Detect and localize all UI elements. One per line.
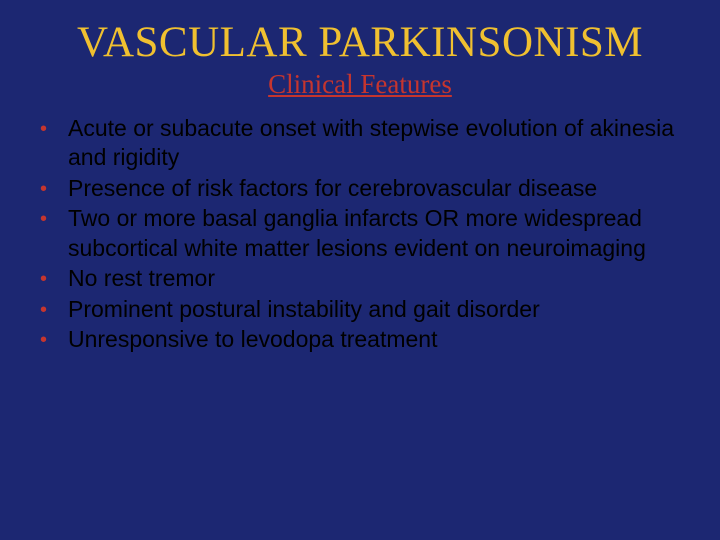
list-item: • Acute or subacute onset with stepwise … <box>40 114 686 173</box>
slide-subtitle: Clinical Features <box>34 69 686 100</box>
bullet-icon: • <box>40 204 68 233</box>
bullet-text: Unresponsive to levodopa treatment <box>68 325 438 354</box>
bullet-text: Two or more basal ganglia infarcts OR mo… <box>68 204 686 263</box>
bullet-icon: • <box>40 325 68 354</box>
slide-container: VASCULAR PARKINSONISM Clinical Features … <box>0 0 720 540</box>
bullet-icon: • <box>40 295 68 324</box>
bullet-icon: • <box>40 264 68 293</box>
slide-title: VASCULAR PARKINSONISM <box>34 18 686 67</box>
bullet-text: Acute or subacute onset with stepwise ev… <box>68 114 686 173</box>
list-item: • Two or more basal ganglia infarcts OR … <box>40 204 686 263</box>
list-item: • Presence of risk factors for cerebrova… <box>40 174 686 203</box>
list-item: • No rest tremor <box>40 264 686 293</box>
list-item: • Unresponsive to levodopa treatment <box>40 325 686 354</box>
bullet-text: No rest tremor <box>68 264 215 293</box>
bullet-text: Prominent postural instability and gait … <box>68 295 540 324</box>
bullet-icon: • <box>40 174 68 203</box>
bullet-list: • Acute or subacute onset with stepwise … <box>34 114 686 355</box>
bullet-text: Presence of risk factors for cerebrovasc… <box>68 174 597 203</box>
bullet-icon: • <box>40 114 68 143</box>
list-item: • Prominent postural instability and gai… <box>40 295 686 324</box>
